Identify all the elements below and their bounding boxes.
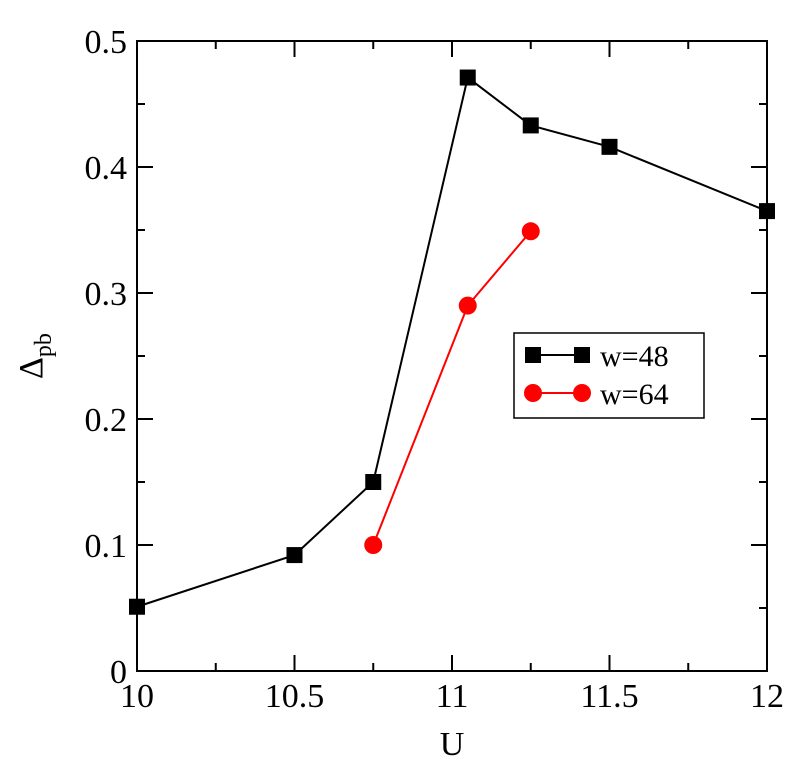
data-point-w48	[286, 547, 303, 564]
y-tick-label: 0.4	[85, 150, 128, 187]
y-axis-label-main: Δ	[13, 357, 50, 379]
series-layer	[129, 69, 775, 615]
data-point-w48	[459, 69, 476, 86]
y-tick-label: 0.5	[85, 24, 128, 61]
y-tick-label: 0	[110, 654, 127, 691]
legend: w=48 w=64	[513, 332, 705, 419]
legend-marker-w48-left	[525, 347, 541, 363]
x-axis-label: U	[440, 726, 465, 763]
data-point-w48	[365, 474, 382, 490]
legend-entry-w48: w=48	[525, 340, 669, 373]
y-axis-label: Δpb	[13, 333, 57, 379]
data-point-w64	[521, 222, 540, 241]
legend-box	[513, 332, 705, 419]
data-point-w48	[601, 138, 618, 155]
x-tick-label: 12	[750, 678, 784, 715]
plot-frame	[136, 40, 768, 672]
tick-labels: 10 10.5 11 11.5 12 0 0.1 0.2 0.3 0.4 0.5	[85, 24, 785, 715]
legend-entry-w64: w=64	[524, 378, 669, 411]
x-tick-label: 11	[436, 678, 469, 715]
legend-label-w64: w=64	[600, 378, 669, 411]
legend-marker-w64-left	[524, 384, 542, 402]
legend-label-w48: w=48	[600, 340, 669, 373]
series-line-w64	[372, 230, 532, 546]
y-tick-label: 0.1	[85, 528, 128, 565]
x-tick-label: 11.5	[580, 678, 638, 715]
legend-marker-w64-right	[573, 384, 591, 402]
data-point-w48	[522, 117, 539, 134]
x-tick-label: 10.5	[265, 678, 325, 715]
legend-marker-w48-right	[574, 347, 590, 363]
y-axis-label-subscript: pb	[31, 333, 57, 357]
y-tick-label: 0.3	[85, 276, 128, 313]
data-point-w64	[364, 536, 383, 554]
y-tick-label: 0.2	[85, 402, 128, 439]
x-tick-label: 10	[120, 678, 154, 715]
data-point-w64	[458, 296, 477, 315]
svg-text:Δpb: Δpb	[13, 333, 57, 379]
